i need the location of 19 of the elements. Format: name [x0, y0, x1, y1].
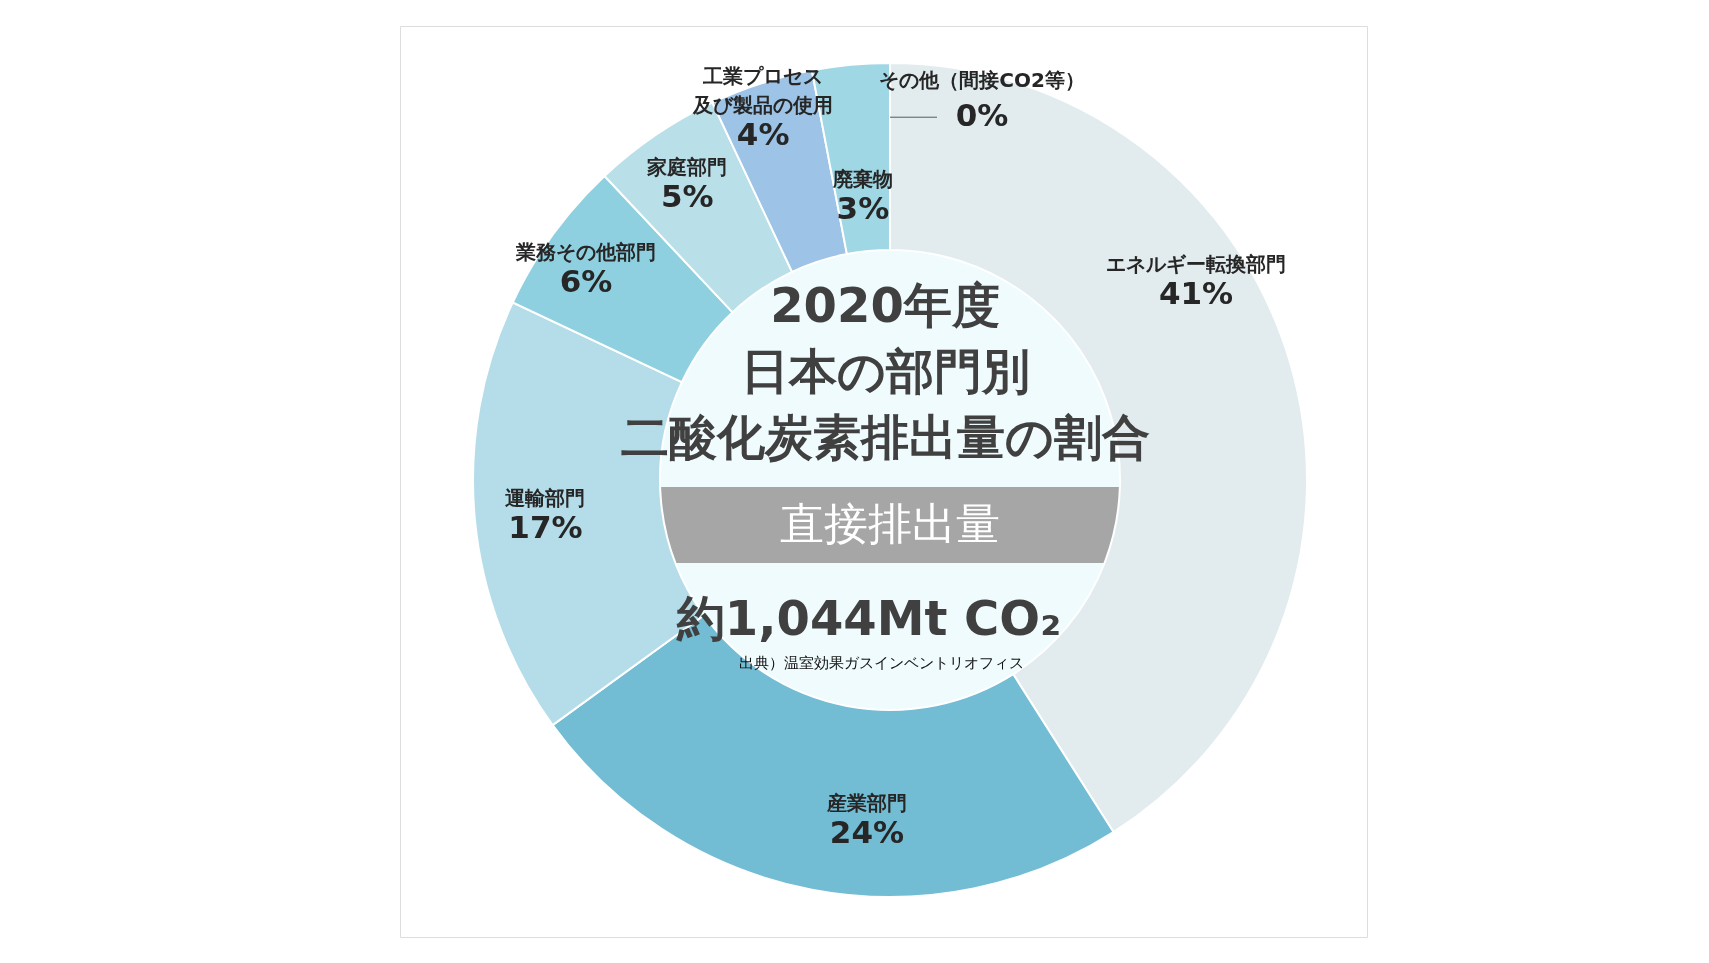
data-label: 41% — [1158, 274, 1234, 311]
category-label: その他（間接CO2等） — [879, 68, 1085, 93]
slice-label: 工業プロセス及び製品の使用 — [692, 63, 834, 117]
text: 0% — [955, 97, 1009, 134]
slice-label: 家庭部門 — [646, 154, 728, 179]
text: 直接排出量 — [780, 498, 1000, 549]
slice-label: エネルギー転換部門 — [1106, 251, 1287, 276]
data-label: 5% — [660, 177, 714, 214]
data-label: 3% — [836, 189, 890, 226]
data-label: 17% — [508, 508, 583, 545]
data-label: 6% — [559, 263, 613, 300]
text: 2020年度日本の部門別二酸化炭素排出量の割合 — [620, 277, 1150, 465]
source-note: 出典）温室効果ガスインベントリオフィス — [738, 654, 1024, 672]
slice-label: 廃棄物 — [831, 166, 893, 191]
slice-label: 産業部門 — [825, 791, 907, 816]
slice-label: 運輸部門 — [504, 485, 586, 510]
text: 約1,044Mt CO₂ — [675, 590, 1062, 646]
data-label: 24% — [829, 814, 905, 851]
data-label: 4% — [736, 115, 790, 152]
